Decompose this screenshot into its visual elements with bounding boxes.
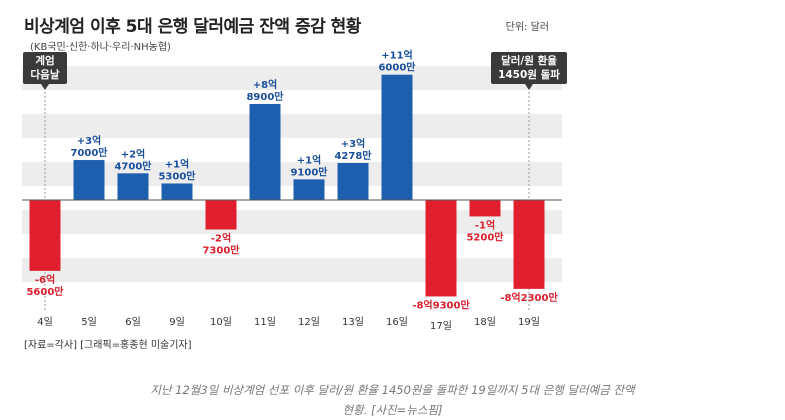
annotation-right-bg	[491, 52, 567, 84]
bar-12일	[293, 179, 325, 200]
bar-5일	[73, 160, 105, 200]
caption-line-1: 지난 12월3일 비상계엄 선포 이후 달러/원 환율 1450원을 돌파한 1…	[150, 383, 635, 397]
x-tick-label: 13일	[342, 316, 364, 328]
x-tick-label: 19일	[518, 316, 540, 328]
grid-band	[22, 258, 562, 282]
annotation-left-text: 다음날	[31, 68, 60, 81]
bar-16일	[381, 74, 413, 200]
chart-title: 비상계엄 이후 5대 은행 달러예금 잔액 증감 현황	[24, 17, 361, 37]
annotation-right-text: 달러/원 환율	[501, 54, 557, 67]
data-label: 7000만	[70, 146, 108, 159]
bar-9일	[161, 183, 193, 200]
annotation-left-bg	[23, 52, 67, 84]
data-label: 5600만	[26, 285, 64, 298]
data-label: 5300만	[158, 169, 196, 182]
data-label: -6억	[35, 274, 55, 286]
chart-subtitle: (KB국민·신한·하나·우리·NH농협)	[30, 42, 171, 53]
annotation-left-text: 계엄	[35, 54, 54, 67]
x-tick-label: 17일	[430, 320, 452, 332]
annotation-right-text: 1450원 돌파	[498, 68, 560, 81]
grid-band	[22, 162, 562, 186]
grid-band	[22, 114, 562, 138]
bar-17일	[425, 200, 457, 297]
caption-line-2: 현황. [사진=뉴스핌]	[342, 403, 443, 417]
data-label: -8억9300만	[412, 298, 470, 311]
data-label: 5200만	[466, 230, 504, 243]
data-label: +8억	[253, 79, 278, 91]
data-label: -1억	[475, 219, 495, 231]
data-label: +1억	[165, 158, 190, 170]
x-tick-label: 16일	[386, 316, 408, 328]
data-label: -2억	[211, 232, 231, 244]
bar-chart: -6억5600만4일+3억7000만5일+2억4700만6일+1억5300만9일…	[22, 50, 567, 332]
annotation-left-pointer	[41, 84, 49, 90]
data-label: +1억	[297, 154, 322, 166]
data-label: 8900만	[246, 90, 284, 103]
data-label: 7300만	[202, 243, 240, 256]
bar-10일	[205, 200, 237, 230]
data-label: 4278만	[334, 149, 372, 162]
data-label: 6000만	[378, 61, 416, 74]
source-credit: [자료=각사] [그래픽=홍종현 미술기자]	[24, 340, 192, 351]
x-tick-label: 18일	[474, 316, 496, 328]
bar-4일	[29, 200, 61, 271]
bar-6일	[117, 173, 149, 200]
x-tick-label: 11일	[254, 316, 276, 328]
bar-11일	[249, 103, 281, 200]
chart-figure: 비상계엄 이후 5대 은행 달러예금 잔액 증감 현황 (KB국민·신한·하나·…	[22, 17, 567, 351]
bar-18일	[469, 200, 501, 217]
bar-19일	[513, 200, 545, 289]
data-label: 9100만	[290, 165, 328, 178]
x-tick-label: 4일	[37, 316, 53, 328]
annotation-right-pointer	[525, 84, 533, 90]
data-label: +3억	[341, 138, 366, 150]
x-tick-label: 12일	[298, 316, 320, 328]
bar-13일	[337, 162, 369, 200]
data-label: 4700만	[114, 159, 152, 172]
x-tick-label: 6일	[125, 316, 141, 328]
x-tick-label: 10일	[210, 316, 232, 328]
data-label: -8억2300만	[500, 291, 558, 304]
unit-label: 단위: 달러	[505, 22, 549, 33]
data-label: +2억	[121, 148, 146, 160]
x-tick-label: 5일	[81, 316, 97, 328]
data-label: +11억	[381, 50, 413, 62]
x-tick-label: 9일	[169, 316, 185, 328]
photo-caption: 지난 12월3일 비상계엄 선포 이후 달러/원 환율 1450원을 돌파한 1…	[0, 380, 785, 420]
grid-band	[22, 66, 562, 90]
data-label: +3억	[77, 135, 102, 147]
